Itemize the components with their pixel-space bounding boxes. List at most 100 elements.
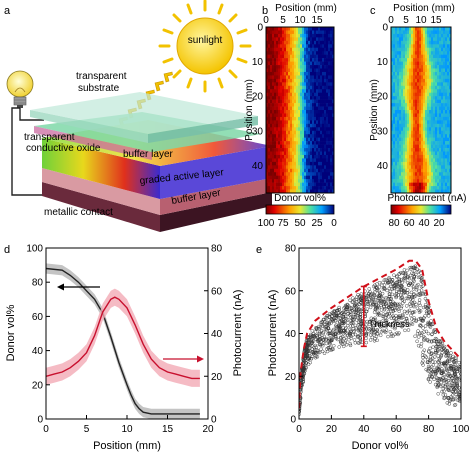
- panel-b-heatmap-cell: [296, 103, 299, 107]
- scatter-point: [446, 395, 450, 400]
- panel-b-heatmap-cell: [294, 120, 297, 125]
- panel-c-heatmap-cell: [427, 27, 430, 31]
- panel-c-heatmap-cell: [407, 89, 410, 94]
- panel-b-heatmap-cell: [326, 175, 329, 180]
- panel-b-heatmap-cell: [316, 44, 319, 49]
- panel-b-heatmap-cell: [332, 172, 334, 177]
- panel-c-heatmap-cell: [405, 71, 408, 76]
- panel-c-heatmap-cell: [447, 134, 450, 138]
- scatter-point: [395, 302, 400, 307]
- panel-c-heatmap-cell: [391, 168, 394, 173]
- scatter-point: [300, 368, 305, 373]
- panel-b-heatmap-cell: [332, 161, 334, 166]
- panel-c-heatmap-cell: [407, 179, 410, 183]
- panel-b-heatmap-cell: [330, 68, 333, 73]
- panel-c-heatmap-cell: [431, 37, 434, 42]
- panel-b-heatmap-cell: [284, 123, 287, 128]
- panel-c-heatmap-cell: [419, 58, 422, 62]
- panel-b-heatmap-cell: [270, 85, 273, 90]
- panel-c-heatmap-cell: [433, 172, 436, 177]
- panel-b-heatmap-cell: [274, 33, 277, 38]
- panel-c-heatmap-cell: [417, 116, 420, 121]
- panel-c-heatmap-cell: [403, 130, 406, 135]
- panel-b-heatmap-cell: [320, 54, 323, 59]
- panel-c-heatmap-cell: [441, 85, 444, 90]
- panel-c-heatmap-cell: [447, 161, 450, 166]
- panel-c-heatmap-cell: [405, 116, 408, 121]
- panel-b-heatmap-cell: [328, 151, 331, 156]
- panel-b-heatmap-cell: [328, 37, 331, 42]
- panel-c-heatmap-cell: [393, 161, 396, 166]
- panel-b-heatmap-cell: [290, 110, 293, 114]
- panel-c-heatmap-cell: [425, 154, 428, 159]
- scatter-point: [434, 344, 439, 349]
- panel-c-heatmap-cell: [415, 33, 418, 38]
- panel-b-heatmap-cell: [314, 89, 317, 94]
- panel-b-heatmap-cell: [320, 89, 323, 94]
- panel-c-heatmap-cell: [395, 71, 398, 76]
- panel-b-heatmap-cell: [330, 30, 333, 35]
- panel-c-heatmap-cell: [395, 92, 398, 97]
- panel-b-heatmap-cell: [298, 113, 301, 118]
- panel-b-heatmap-cell: [270, 33, 273, 38]
- panel-c-heatmap-cell: [445, 151, 448, 156]
- scatter-point: [401, 315, 405, 320]
- scatter-point: [411, 285, 416, 289]
- panel-c-heatmap-cell: [421, 179, 424, 183]
- scatter-point: [396, 332, 400, 337]
- panel-c-heatmap-cell: [415, 148, 418, 152]
- panel-b-heatmap-cell: [266, 37, 269, 42]
- panel-c-heatmap-cell: [449, 182, 451, 187]
- panel-b-heatmap-cell: [326, 130, 329, 135]
- panel-b-heatmap-cell: [266, 71, 269, 76]
- panel-c-heatmap-cell: [399, 151, 402, 156]
- panel-c-heatmap-cell: [447, 106, 450, 111]
- panel-b-heatmap-cell: [284, 158, 287, 163]
- panel-c-heatmap-cell: [425, 37, 428, 42]
- scatter-point: [422, 338, 426, 343]
- panel-c-heatmap-cell: [411, 75, 414, 80]
- panel-c-heatmap-cell: [439, 27, 442, 31]
- panel-c-heatmap-cell: [439, 168, 442, 173]
- panel-c-heatmap-cell: [445, 120, 448, 125]
- panel-c-heatmap-cell: [433, 68, 436, 73]
- panel-c-heatmap-cell: [405, 154, 408, 159]
- panel-c-heatmap-cell: [419, 99, 422, 104]
- scatter-point: [414, 287, 419, 292]
- panel-c-heatmap-cell: [395, 51, 398, 55]
- panel-c-heatmap-cell: [417, 179, 420, 183]
- scatter-point: [426, 311, 431, 315]
- panel-c-heatmap-cell: [441, 103, 444, 107]
- panel-b-heatmap-cell: [278, 65, 281, 69]
- panel-c-heatmap-cell: [447, 51, 450, 55]
- panel-b-heatmap-cell: [284, 40, 287, 45]
- panel-b-heatmap-cell: [290, 161, 293, 166]
- panel-b-heatmap-cell: [286, 78, 289, 83]
- panel-c-heatmap-cell: [419, 37, 422, 42]
- panel-c-heatmap-cell: [423, 103, 426, 107]
- panel-b-heatmap-cell: [312, 89, 315, 94]
- panel-c-heatmap-cell: [431, 130, 434, 135]
- panel-c-heatmap-cell: [449, 106, 451, 111]
- panel-c-heatmap-cell: [413, 172, 416, 177]
- panel-c-heatmap-cell: [403, 40, 406, 45]
- panel-b-heatmap-cell: [284, 175, 287, 180]
- panel-b-heatmap-cell: [296, 134, 299, 138]
- panel-c-heatmap-cell: [429, 61, 432, 66]
- panel-c-heatmap-cell: [421, 68, 424, 73]
- panel-b-heatmap-cell: [294, 61, 297, 66]
- scatter-point: [428, 380, 432, 384]
- panel-b-heatmap-cell: [306, 75, 309, 80]
- panel-b-heatmap-cell: [306, 130, 309, 135]
- panel-b-heatmap-cell: [320, 148, 323, 152]
- panel-c-heatmap-cell: [447, 179, 450, 183]
- panel-b-heatmap-cell: [314, 179, 317, 183]
- panel-c-heatmap-cell: [395, 47, 398, 52]
- panel-b-heatmap-cell: [326, 89, 329, 94]
- panel-c-heatmap-cell: [427, 182, 430, 187]
- panel-b-heatmap-cell: [316, 47, 319, 52]
- panel-c-heatmap-cell: [447, 154, 450, 159]
- panel-b-heatmap-cell: [274, 78, 277, 83]
- panel-c-colorbar-ticks: 80 60 40 20: [388, 218, 445, 229]
